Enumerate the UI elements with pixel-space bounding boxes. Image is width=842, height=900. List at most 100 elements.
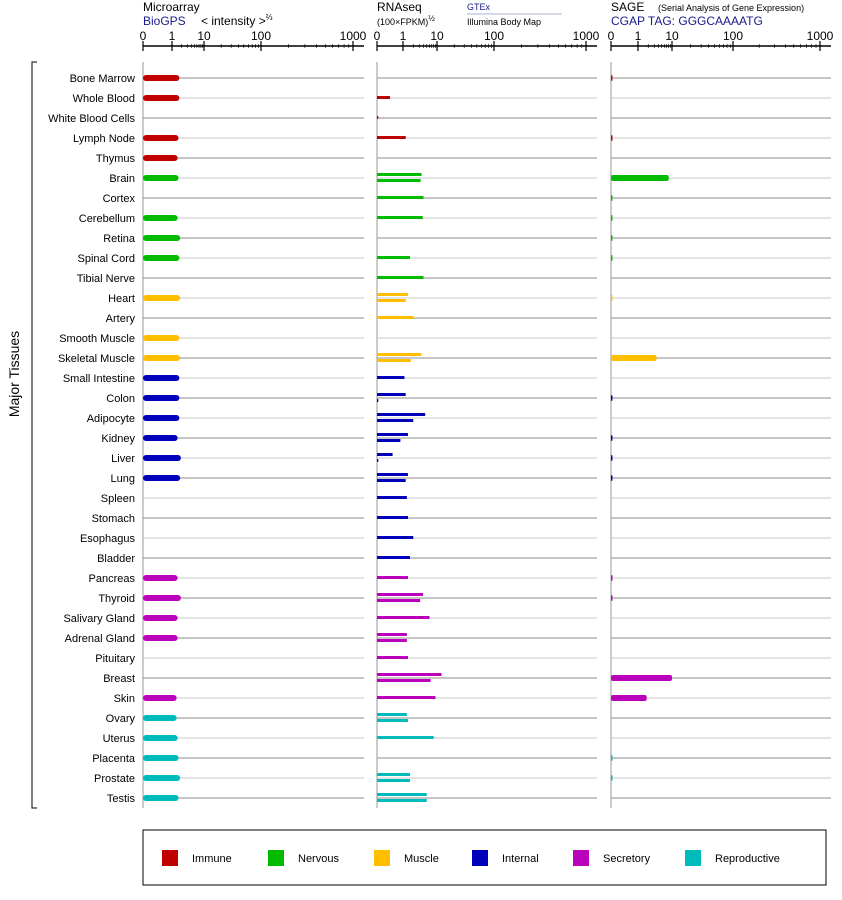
tissue-label: Heart — [108, 293, 135, 305]
tissue-row: Lung — [111, 473, 831, 485]
legend-item: Muscle — [374, 850, 439, 866]
tissue-label: Salivary Gland — [63, 613, 135, 625]
tick-label: 0 — [140, 29, 147, 43]
microarray-bar — [143, 415, 180, 421]
ibm-bar — [377, 719, 408, 722]
gtex-bar — [377, 673, 442, 676]
tissue-label: Cortex — [103, 193, 136, 205]
tissue-label: Lung — [111, 473, 135, 485]
tissue-row: Artery — [106, 313, 831, 325]
legend-swatch — [472, 850, 488, 866]
sage-bar — [611, 695, 647, 701]
microarray-bar — [143, 795, 179, 801]
tissue-row: Testis — [107, 793, 831, 805]
gtex-bar — [377, 656, 408, 659]
microarray-bar — [143, 475, 181, 481]
tissue-label: Pancreas — [89, 573, 136, 585]
gtex-bar — [377, 616, 430, 619]
tissue-label: Breast — [103, 673, 135, 685]
microarray-bar — [143, 395, 180, 401]
microarray-source[interactable]: BioGPS — [143, 14, 186, 28]
microarray-bar — [143, 75, 180, 81]
gtex-bar — [377, 353, 422, 356]
tissue-row: Prostate — [94, 773, 831, 785]
sage-tag[interactable]: CGAP TAG: GGGCAAAATG — [611, 14, 763, 28]
legend-swatch — [268, 850, 284, 866]
legend-label: Nervous — [298, 853, 339, 865]
gtex-bar — [377, 496, 407, 499]
gtex-bar — [377, 293, 408, 296]
gtex-bar — [377, 536, 414, 539]
tissue-label: Whole Blood — [73, 93, 135, 105]
gtex-bar — [377, 216, 423, 219]
legend-swatch — [573, 850, 589, 866]
sage-axis: 0 1 10 100 1000 — [608, 29, 834, 808]
tick-label: 1 — [169, 29, 176, 43]
sage-bar — [611, 195, 613, 201]
rnaseq-scale: (100×FPKM)½ — [377, 14, 435, 27]
tissue-label: Small Intestine — [63, 373, 135, 385]
ibm-bar — [377, 639, 407, 642]
tissue-label: Prostate — [94, 773, 135, 785]
gtex-bar — [377, 276, 424, 279]
tissue-label: Thyroid — [98, 593, 135, 605]
tissue-row: Uterus — [103, 733, 831, 745]
legend-swatch — [685, 850, 701, 866]
tissue-label: Placenta — [92, 753, 136, 765]
gtex-bar — [377, 793, 427, 796]
tissue-label: Brain — [109, 173, 135, 185]
sage-bar — [611, 75, 613, 81]
microarray-bar — [143, 635, 178, 641]
tissue-label: White Blood Cells — [48, 113, 135, 125]
tissue-row: Breast — [103, 673, 831, 685]
tissue-row: Bladder — [97, 553, 831, 565]
ibm-bar — [377, 179, 421, 182]
tissue-label: Spinal Cord — [78, 253, 135, 265]
tissue-label: Adipocyte — [87, 413, 135, 425]
sage-bar — [611, 215, 613, 221]
tick-label: 1000 — [573, 29, 600, 43]
gtex-bar — [377, 316, 414, 319]
gtex-bar — [377, 136, 406, 139]
tick-label: 1000 — [807, 29, 834, 43]
gtex-bar — [377, 593, 424, 596]
microarray-bar — [143, 455, 181, 461]
tick-label: 10 — [665, 29, 679, 43]
microarray-scale: < intensity >⅔ — [201, 13, 273, 28]
microarray-bar — [143, 255, 180, 261]
gtex-source-link[interactable]: GTEx — [467, 2, 491, 12]
gtex-bar — [377, 576, 408, 579]
microarray-bar — [143, 735, 178, 741]
tissue-label: Adrenal Gland — [65, 633, 135, 645]
legend-label: Internal — [502, 853, 539, 865]
gtex-bar — [377, 736, 434, 739]
sage-header: SAGE (Serial Analysis of Gene Expression… — [611, 0, 804, 28]
tissue-row: Pancreas — [89, 573, 831, 585]
tick-label: 0 — [608, 29, 615, 43]
gtex-bar — [377, 433, 408, 436]
legend-item: Reproductive — [685, 850, 780, 866]
gtex-bar — [377, 116, 379, 119]
tissue-row: Pituitary — [95, 653, 831, 665]
microarray-bar — [143, 215, 178, 221]
tissue-label: Testis — [107, 793, 136, 805]
microarray-bar — [143, 295, 181, 301]
legend-label: Reproductive — [715, 853, 780, 865]
microarray-bar — [143, 715, 177, 721]
tissue-row: Placenta — [92, 753, 831, 765]
major-tissues-bracket: Major Tissues — [6, 61, 37, 809]
gtex-bar — [377, 453, 393, 456]
tissue-label: Cerebellum — [79, 213, 135, 225]
tissue-row: Cortex — [103, 193, 831, 205]
ibm-bar — [377, 479, 406, 482]
tissue-row: Brain — [109, 173, 831, 185]
tissue-label: Ovary — [106, 713, 136, 725]
tissue-label: Spleen — [101, 493, 135, 505]
tissue-row: Thyroid — [98, 593, 831, 605]
ibm-bar — [377, 299, 406, 302]
tissue-label: Esophagus — [80, 533, 136, 545]
legend-swatch — [162, 850, 178, 866]
gtex-bar — [377, 516, 408, 519]
tick-label: 100 — [484, 29, 504, 43]
sage-bar — [611, 575, 613, 581]
